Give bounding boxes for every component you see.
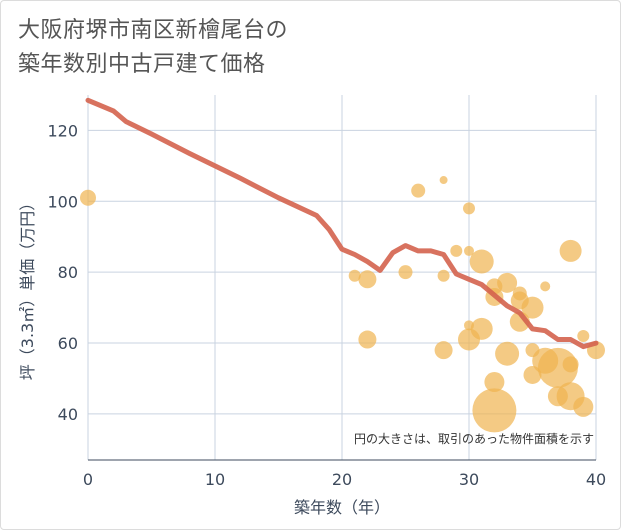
bubble-11 (464, 245, 474, 256)
trend-line (85, 97, 599, 350)
bubble-layer (80, 176, 605, 433)
bubble-0 (80, 189, 96, 206)
bubble-18 (484, 372, 505, 393)
bubble-36 (573, 396, 594, 417)
bubble-33 (562, 356, 579, 373)
bubble-7 (437, 269, 450, 282)
bubble-2 (358, 270, 377, 289)
bubble-9 (450, 244, 463, 257)
chart-title-line-1: 大阪府堺市南区新檜尾台の (18, 18, 289, 43)
y-tick-label-2: 80 (58, 263, 78, 282)
bubble-21 (495, 341, 520, 366)
bubble-8 (434, 341, 453, 360)
y-tick-label-1: 60 (58, 334, 78, 353)
y-tick-label-4: 120 (47, 121, 78, 140)
bubble-28 (540, 281, 551, 292)
bubble-35 (577, 329, 590, 342)
bubble-32 (559, 239, 582, 262)
x-tick-label-0: 0 (83, 470, 93, 489)
y-tick-label-0: 40 (58, 405, 78, 424)
x-tick-label-2: 20 (332, 470, 352, 489)
x-tick-label-3: 30 (459, 470, 479, 489)
bubble-6 (439, 176, 448, 185)
y-axis-label: 坪（3.3㎡）単価（万円） (18, 195, 37, 380)
bubble-3 (358, 330, 377, 349)
bubble-20 (497, 272, 518, 293)
x-tick-label-1: 10 (205, 470, 225, 489)
chart-title: 大阪府堺市南区新檜尾台の 築年数別中古戸建て価格 (18, 14, 578, 82)
bubble-19 (472, 388, 517, 433)
x-axis-label: 築年数（年） (294, 498, 390, 517)
axis-ticks: 0 10 20 30 40 40 60 80 100 120 (47, 121, 606, 489)
x-tick-label-4: 40 (586, 470, 606, 489)
y-tick-label-3: 100 (47, 192, 78, 211)
bubble-14 (469, 249, 494, 274)
bubble-1 (348, 269, 361, 282)
size-annotation: 円の大きさは、取引のあった物件面積を示す (354, 431, 594, 446)
bubble-4 (398, 265, 413, 280)
bubble-5 (411, 183, 426, 198)
chart-title-line-2: 築年数別中古戸建て価格 (18, 52, 266, 77)
bubble-25 (521, 296, 544, 319)
bubble-10 (463, 202, 475, 215)
grid-lines (87, 95, 597, 460)
bubble-15 (470, 317, 493, 340)
